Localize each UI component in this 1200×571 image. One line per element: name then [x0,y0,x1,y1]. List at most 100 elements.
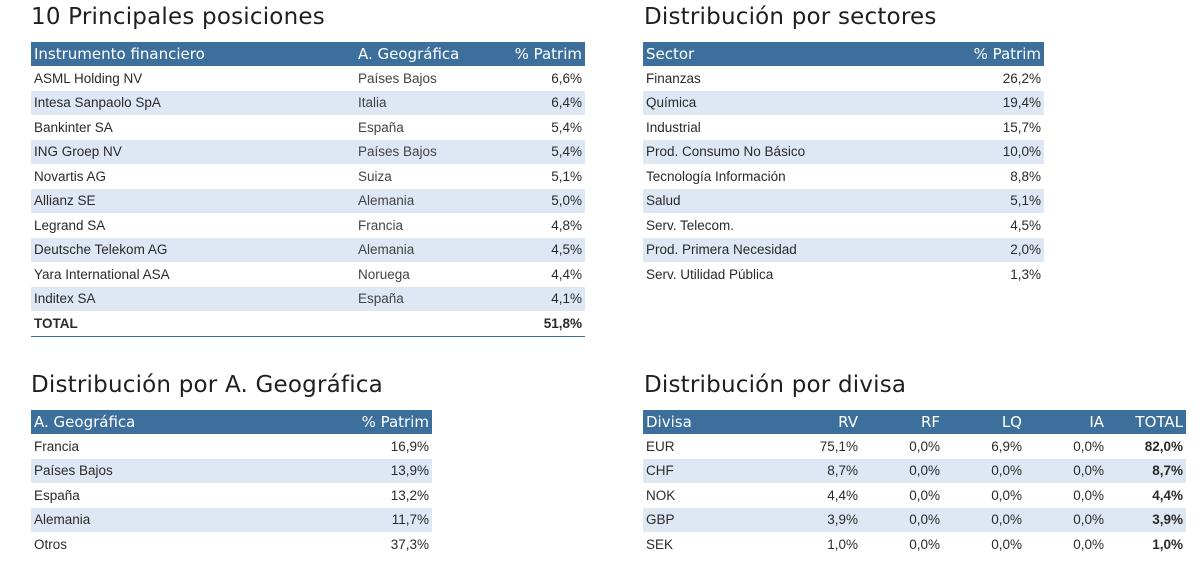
table-cell: Intesa Sanpaolo SpA [31,90,355,115]
table-cell: 0,0% [991,536,1022,552]
table-row: SEK 1,0% 0,0% 0,0% 0,0% 1,0% [643,532,1186,557]
currency-section: Distribución por divisa [644,372,906,398]
column-header: Instrumento financiero [31,42,355,66]
table-row: Prod. Consumo No Básico 10,0% [643,139,1044,164]
table-cell: Novartis AG [34,168,107,184]
table-cell: 6,9% [991,438,1022,454]
table-cell: España [34,487,80,503]
table-cell: ASML Holding NV [34,70,143,86]
table-cell: 2,0% [920,237,1044,262]
table-row: Yara International ASA Noruega 4,4% [31,262,585,287]
geo-section: Distribución por A. Geográfica [31,372,383,398]
table-cell: 15,7% [1002,119,1041,135]
table-cell: 10,0% [920,139,1044,164]
column-header: Sector [643,42,921,66]
table-cell: Alemania [355,237,491,262]
table-cell: 37,3% [390,536,429,552]
table-row: Prod. Primera Necesidad 2,0% [643,237,1044,262]
table-row: Finanzas 26,2% [643,66,1044,91]
table-cell: Serv. Utilidad Pública [646,266,774,282]
table-cell: Salud [643,188,921,213]
table-cell: 0,0% [909,487,940,503]
table-cell: 13,2% [390,487,429,503]
table-cell: 5,4% [491,139,585,164]
top-positions-section: 10 Principales posiciones [31,4,325,30]
table-cell: 8,7% [767,458,861,483]
table-cell: 1,3% [1010,266,1041,282]
table-cell: 4,8% [551,217,582,233]
table-header-row: Sector % Patrim [643,42,1044,66]
table-row: Inditex SA España 4,1% [31,286,585,311]
table-cell: 0,0% [1073,536,1104,552]
table-cell: 5,1% [551,168,582,184]
table-row: Países Bajos 13,9% [31,458,432,483]
table-cell: 3,9% [1107,507,1186,532]
table-cell: Serv. Telecom. [646,217,735,233]
table-cell: 0,0% [1025,507,1107,532]
table-cell: Inditex SA [31,286,355,311]
total-label: TOTAL [31,311,355,337]
table-row: Industrial 15,7% [643,115,1044,140]
column-header: % Patrim [269,410,432,434]
geo-title: Distribución por A. Geográfica [31,372,383,398]
table-row: Otros 37,3% [31,532,432,557]
column-header: LQ [943,410,1025,434]
table-cell: Otros [34,536,68,552]
table-cell: Países Bajos [358,70,437,86]
table-row: Tecnología Información 8,8% [643,164,1044,189]
table-cell: 0,0% [943,507,1025,532]
table-cell: 6,4% [491,90,585,115]
table-cell: EUR [646,438,675,454]
table-header-row: Divisa RV RF LQ IA TOTAL [643,410,1186,434]
table-row: Serv. Telecom. 4,5% [643,213,1044,238]
table-cell: 5,0% [491,188,585,213]
currency-table: Divisa RV RF LQ IA TOTAL EUR 75,1% 0,0% 6,9… [643,410,1186,557]
table-cell: 26,2% [1002,70,1041,86]
table-cell: 4,1% [491,286,585,311]
table-cell: España [355,286,491,311]
top-positions-title: 10 Principales posiciones [31,4,325,30]
table-row: Legrand SA Francia 4,8% [31,213,585,238]
table-row: Salud 5,1% [643,188,1044,213]
geo-table: A. Geográfica % Patrim Francia 16,9% Paíse… [31,410,432,557]
table-cell: Prod. Consumo No Básico [643,139,921,164]
table-cell: 13,9% [269,458,432,483]
table-row: Intesa Sanpaolo SpA Italia 6,4% [31,90,585,115]
table-row: CHF 8,7% 0,0% 0,0% 0,0% 8,7% [643,458,1186,483]
table-cell: 4,4% [551,266,582,282]
table-row: ING Groep NV Países Bajos 5,4% [31,139,585,164]
table-cell: 3,9% [767,507,861,532]
table-header-row: A. Geográfica % Patrim [31,410,432,434]
table-cell: NOK [646,487,676,503]
table-cell: 16,9% [390,438,429,454]
table-cell: 0,0% [1073,487,1104,503]
column-header: RV [767,410,861,434]
table-cell: 0,0% [909,536,940,552]
table-cell: SEK [646,536,674,552]
table-cell: Yara International ASA [34,266,170,282]
table-cell: Industrial [646,119,701,135]
table-cell: 5,1% [920,188,1044,213]
table-cell: Italia [355,90,491,115]
table-row: Francia 16,9% [31,434,432,459]
table-cell [355,311,491,337]
table-row: España 13,2% [31,483,432,508]
table-row: Allianz SE Alemania 5,0% [31,188,585,213]
table-cell: 0,0% [991,487,1022,503]
table-cell: Alemania [31,507,270,532]
table-cell: Noruega [358,266,410,282]
table-header-row: Instrumento financiero A. Geográfica % P… [31,42,585,66]
column-header: IA [1025,410,1107,434]
column-header: Divisa [643,410,767,434]
table-cell: Finanzas [646,70,701,86]
table-row: GBP 3,9% 0,0% 0,0% 0,0% 3,9% [643,507,1186,532]
table-cell: Bankinter SA [34,119,113,135]
table-cell: Francia [358,217,404,233]
table-cell: Suiza [358,168,392,184]
column-header: % Patrim [920,42,1044,66]
table-row: EUR 75,1% 0,0% 6,9% 0,0% 82,0% [643,434,1186,459]
column-header: % Patrim [491,42,585,66]
table-cell: 0,0% [861,507,943,532]
table-cell: Química [643,90,921,115]
table-row: Serv. Utilidad Pública 1,3% [643,262,1044,287]
